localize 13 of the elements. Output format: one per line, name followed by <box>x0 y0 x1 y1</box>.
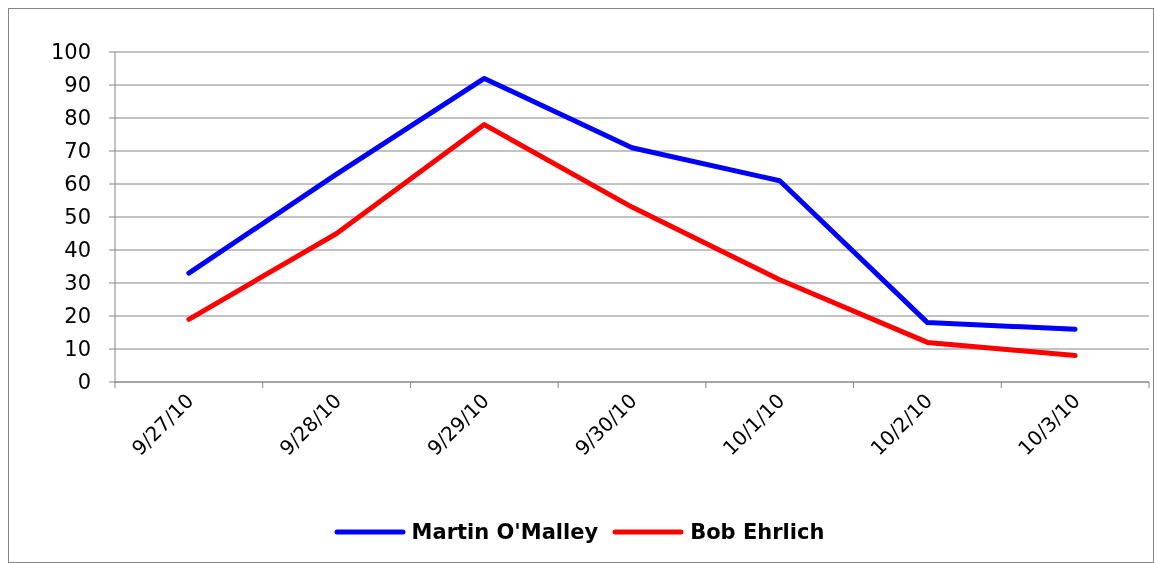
legend-label: Bob Ehrlich <box>690 520 825 544</box>
y-tick-label: 40 <box>64 238 91 263</box>
y-tick-label: 60 <box>64 172 91 197</box>
legend-label: Martin O'Malley <box>411 520 599 544</box>
y-tick-label: 30 <box>64 271 91 296</box>
y-tick-label: 70 <box>64 139 91 164</box>
y-tick-label: 0 <box>77 370 91 395</box>
y-tick-label: 10 <box>64 337 91 362</box>
y-tick-label: 80 <box>64 106 91 131</box>
y-tick-label: 100 <box>50 40 91 65</box>
y-tick-label: 50 <box>64 205 91 230</box>
y-tick-label: 20 <box>64 304 91 329</box>
y-tick-label: 90 <box>64 73 91 98</box>
